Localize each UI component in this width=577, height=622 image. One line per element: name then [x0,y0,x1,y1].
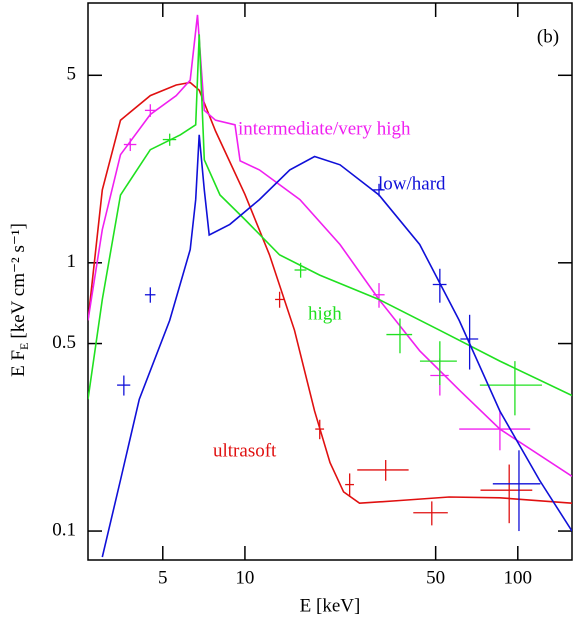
x-tick-label: 5 [158,567,168,588]
x-tick-label: 10 [235,567,254,588]
x-axis-label: E [keV] [300,595,361,616]
model-curve [88,81,572,505]
x-tick-label: 100 [504,567,533,588]
y-tick-label: 0.1 [52,519,76,540]
y-axis-label: E FE [keV cm⁻² s⁻¹] [8,223,30,377]
series-label: low/hard [378,173,446,194]
x-tick-label: 50 [426,567,445,588]
y-tick-label: 0.5 [52,332,76,353]
panel-label: (b) [537,26,559,47]
series-label: ultrasoft [213,440,277,461]
y-label-units: [keV cm⁻² s⁻¹] [8,223,29,339]
y-tick-label: 1 [67,251,77,272]
model-curve [101,134,572,558]
y-label-main: E F [8,350,29,377]
y-label-sub: E [17,343,31,350]
model-curve [88,14,572,477]
y-tick-label: 5 [67,64,77,85]
series-label: high [308,303,342,324]
plot-frame [87,2,573,561]
model-curve [88,34,572,400]
series-label: intermediate/very high [238,118,411,139]
